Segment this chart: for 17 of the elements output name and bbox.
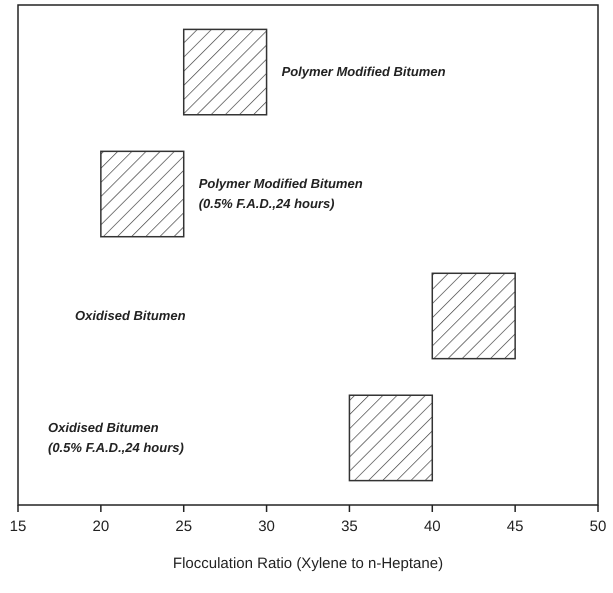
- bar: [182, 28, 268, 116]
- x-tick-label: 50: [590, 518, 606, 535]
- bar: [432, 272, 516, 360]
- x-tick-label: 25: [175, 518, 192, 535]
- x-axis-title: Flocculation Ratio (Xylene to n-Heptane): [172, 555, 444, 572]
- bar: [348, 394, 434, 482]
- y-tick-label: Oxidised Bitumen: [75, 308, 186, 323]
- x-tick-label: 40: [424, 518, 441, 535]
- x-tick-label: 20: [92, 518, 110, 535]
- y-tick-label: Polymer Modified Bitumen (0.5% F.A.D.,24 hours): [198, 176, 363, 212]
- y-tick-label: Polymer Modified Bitumen: [282, 64, 446, 80]
- x-tick-label: 45: [506, 518, 524, 535]
- x-tick-label: 15: [10, 518, 26, 535]
- y-tick-label: Oxidised Bitumen (0.5% F.A.D.,24 hours): [48, 420, 184, 455]
- bar: [100, 150, 184, 238]
- x-tick-label: 30: [258, 518, 275, 535]
- x-tick-label: 35: [341, 518, 358, 535]
